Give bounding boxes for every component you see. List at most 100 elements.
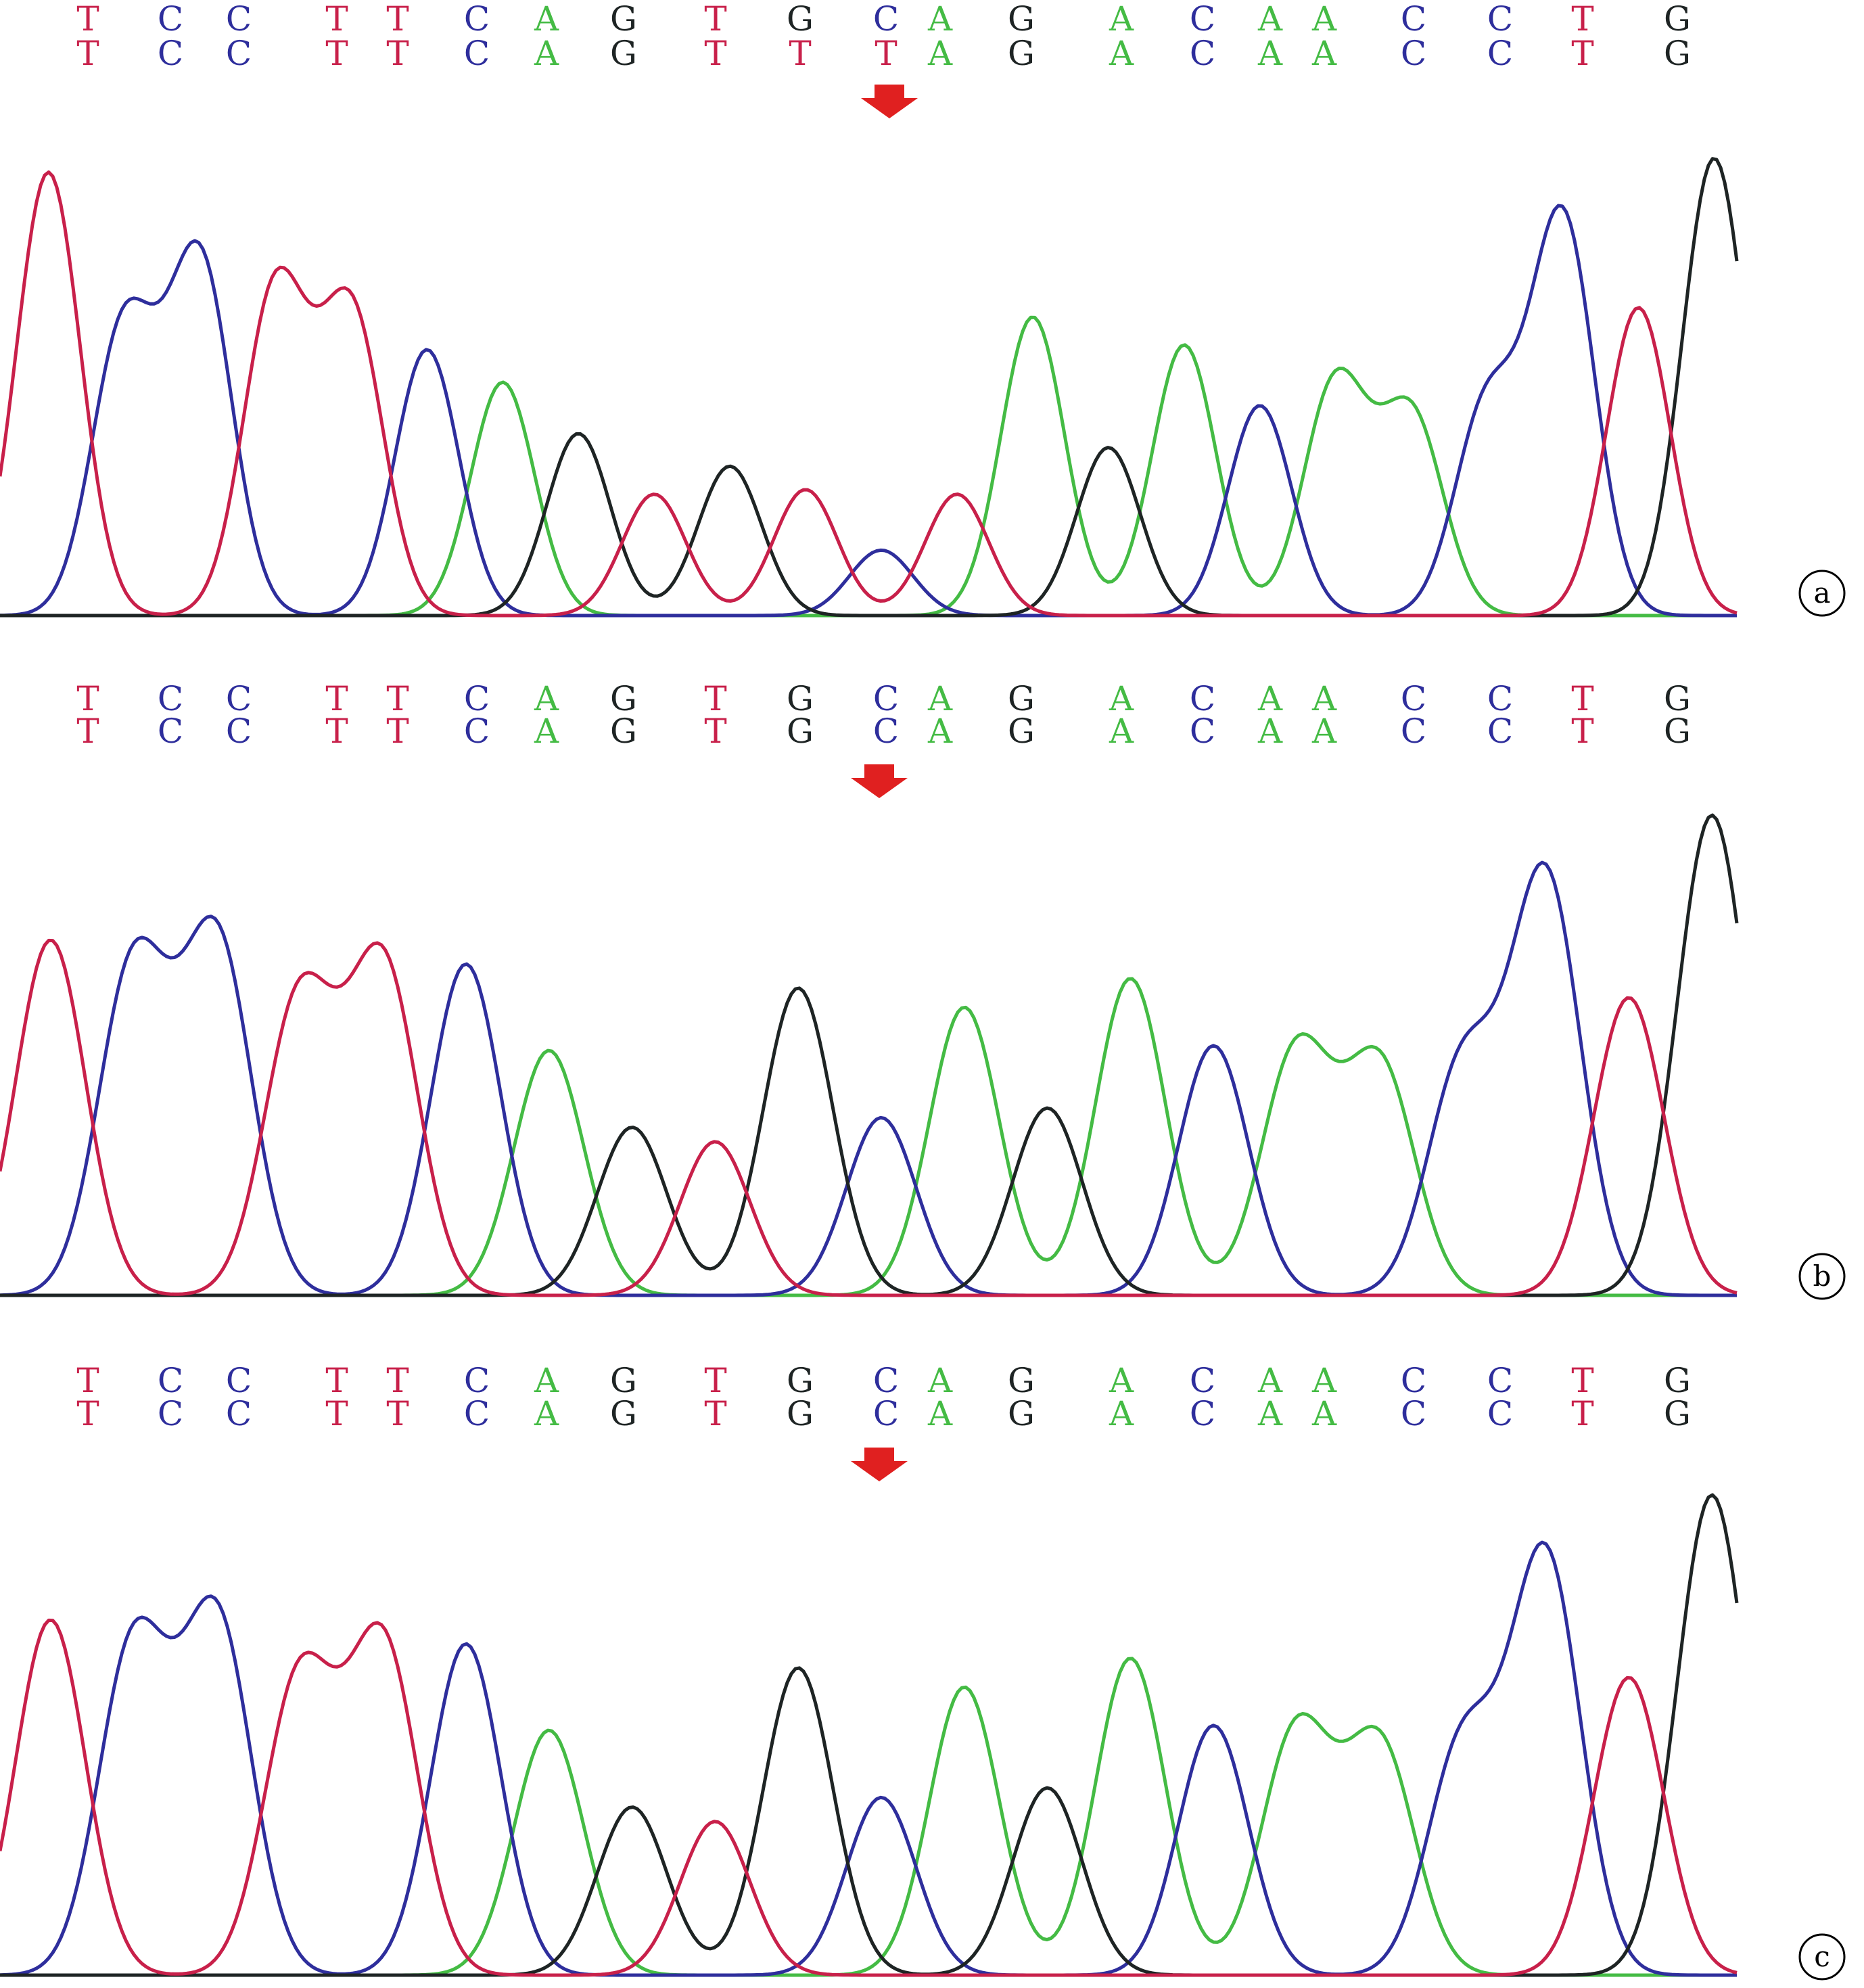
panel-a-peak-6 — [501, 381, 504, 384]
panel-b-bottom-base-4: T — [386, 712, 409, 751]
panel-a-bottom-base-1: C — [158, 34, 183, 73]
panel-a-bottom-base-14: C — [1190, 34, 1215, 73]
panel-b-peak-15 — [1295, 1049, 1298, 1052]
panel-c-bottom-base-20: G — [1664, 1394, 1691, 1433]
panel-c-peak-19 — [1627, 1676, 1630, 1679]
panel-a-top-base-0: T — [76, 0, 99, 39]
panel-b-peak-16 — [1378, 1063, 1381, 1066]
panel-b-bottom-base-13: A — [1109, 712, 1134, 751]
panel-a-peak-8 — [653, 493, 655, 496]
panel-a-top-base-13: A — [1109, 0, 1134, 39]
panel-c-top-base-11: A — [927, 1361, 953, 1400]
panel-a-trace-T — [0, 170, 1738, 618]
panel-c-top-base-10: C — [873, 1361, 899, 1400]
panel-c-trace-T — [0, 1618, 1738, 1977]
panel-b-bottom-base-2: C — [226, 712, 252, 751]
panel-b-trace-C — [0, 860, 1737, 1297]
panel-b-bottom-base-19: T — [1571, 712, 1593, 751]
panel-c-label-circle — [1798, 1933, 1846, 1981]
panel-b-top-base-9: G — [787, 679, 814, 718]
panel-a-peak-20 — [1562, 218, 1564, 221]
panel-b-bottom-base-15: A — [1257, 712, 1283, 751]
panel-c-bottom-base-10: C — [873, 1394, 899, 1433]
panel-a-traces — [0, 157, 1739, 618]
panel-c-bottom-base-17: C — [1401, 1394, 1426, 1433]
panel-a-mutation-arrow-icon — [861, 85, 918, 118]
panel-c-peak-7 — [631, 1806, 634, 1809]
panel-c-peak-14 — [1212, 1724, 1215, 1727]
panel-c-top-base-19: T — [1571, 1361, 1593, 1400]
panel-a-top-base-2: C — [226, 0, 252, 39]
panel-c-top-base-17: C — [1401, 1361, 1426, 1400]
panel-b-peak-20 — [1710, 814, 1713, 816]
panel-a-bottom-base-9: T — [789, 34, 811, 73]
panel-c-top-base-8: T — [704, 1361, 726, 1400]
panel-b-peak-0 — [49, 939, 52, 942]
panel-c-peak-1 — [133, 1642, 135, 1645]
panel-a-top-base-10: C — [873, 0, 899, 39]
panel-a-top-base-16: A — [1311, 0, 1337, 39]
panel-b-arrow-shape — [851, 764, 908, 798]
panel-a-top-base-11: A — [927, 0, 953, 39]
panel-c-bottom-base-16: A — [1311, 1394, 1337, 1433]
panel-b-bottom-base-6: A — [534, 712, 559, 751]
panel-a-peak-3 — [274, 287, 277, 290]
panel-a-bottom-base-19: T — [1571, 34, 1593, 73]
panel-b-top-base-2: C — [226, 679, 252, 718]
panel-c-bottom-base-14: C — [1190, 1394, 1215, 1433]
panel-c-traces — [0, 1493, 1739, 1977]
panel-a-bottom-base-2: C — [226, 34, 252, 73]
panel-a-top-base-3: T — [325, 0, 348, 39]
panel-c-bottom-base-5: C — [464, 1394, 490, 1433]
panel-a-bottom-base-7: G — [610, 34, 637, 73]
panel-b-peak-14 — [1212, 1044, 1215, 1047]
panel-c-bottom-base-4: T — [386, 1394, 409, 1433]
panel-b-bottom-base-7: G — [610, 712, 637, 751]
panel-c-bottom-base-1: C — [158, 1394, 183, 1433]
panel-b-peak-2 — [215, 939, 218, 942]
panel-b-bottom-base-10: C — [873, 712, 899, 751]
panel-c-peak-6 — [548, 1729, 551, 1732]
panel-c-peak-11 — [963, 1686, 966, 1688]
panel-c-bottom-base-13: A — [1109, 1394, 1134, 1433]
panel-b-bottom-base-11: A — [927, 712, 953, 751]
panel-b-peak-17 — [1462, 1063, 1464, 1066]
panel-a-bottom-base-8: T — [704, 34, 726, 73]
panel-b-bottom-base-16: A — [1311, 712, 1337, 751]
panel-b-top-base-17: C — [1401, 679, 1426, 718]
panel-c-bottom-base-18: C — [1487, 1394, 1513, 1433]
panel-b-mutation-arrow-icon — [851, 764, 908, 798]
panel-b-peak-7 — [631, 1126, 634, 1129]
panel-c-peak-0 — [49, 1619, 52, 1621]
panel-b-peak-4 — [381, 963, 384, 965]
panel-b-top-base-20: G — [1664, 679, 1691, 718]
panel-b-bottom-base-3: T — [325, 712, 348, 751]
panel-b-top-base-4: T — [386, 679, 409, 718]
panel-c-top-base-0: T — [76, 1361, 99, 1400]
panel-a-peak-18 — [1410, 413, 1413, 416]
panel-c-bottom-base-7: G — [610, 1394, 637, 1433]
panel-c-top-base-14: C — [1190, 1361, 1215, 1400]
panel-b-peak-10 — [880, 1116, 883, 1119]
panel-a-top-base-1: C — [158, 0, 183, 39]
panel-b-bottom-base-8: T — [704, 712, 726, 751]
panel-a-peak-0 — [47, 171, 50, 174]
panel-a-peak-12 — [956, 493, 958, 496]
panel-c-label: c — [1798, 1933, 1846, 1981]
panel-a-peak-17 — [1334, 381, 1337, 384]
panel-a-bottom-base-5: C — [464, 34, 490, 73]
panel-c-arrow-shape — [851, 1448, 908, 1481]
panel-b-top-base-7: G — [610, 679, 637, 718]
panel-a-bottom-base-18: C — [1487, 34, 1513, 73]
panel-c-peak-10 — [880, 1796, 883, 1799]
panel-a-top-base-18: C — [1487, 0, 1513, 39]
panel-b-bottom-base-17: C — [1401, 712, 1426, 751]
panel-c-peak-16 — [1378, 1743, 1381, 1746]
panel-b-peak-5 — [465, 963, 467, 965]
panel-b-peak-19 — [1627, 996, 1630, 999]
panel-b-label: b — [1798, 1253, 1846, 1300]
panel-c-top-base-15: A — [1257, 1361, 1283, 1400]
